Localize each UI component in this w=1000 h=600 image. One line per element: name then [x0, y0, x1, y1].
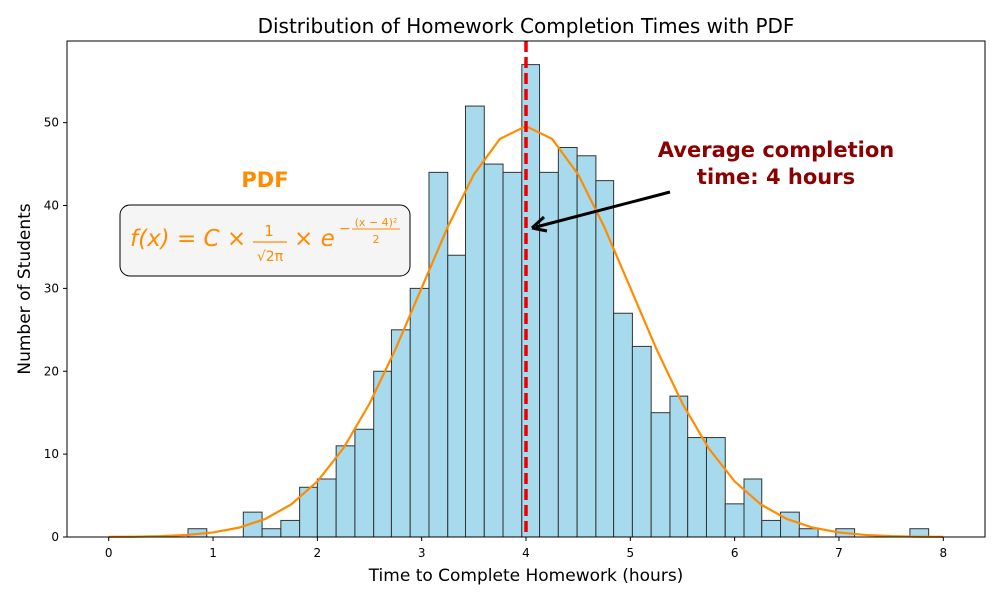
x-tick-label: 4	[522, 546, 530, 560]
formula-lhs: f(x) = C ×	[130, 226, 246, 252]
formula: f(x) = C × 1 √2π × e − (x − 4)² 2	[130, 216, 400, 265]
histogram-bar	[354, 428, 375, 538]
formula-exp-den: 2	[373, 233, 380, 246]
histogram-bar	[631, 345, 652, 538]
histogram-bar	[613, 312, 633, 538]
x-tick-label: 2	[314, 546, 322, 560]
y-axis-label: Number of Students	[15, 203, 35, 374]
histogram-bar	[798, 528, 819, 538]
plot-area: 0 1 2 3 4 5 6 7 8 0 10 20 30 40 50	[44, 40, 986, 560]
histogram-bar	[705, 437, 726, 538]
x-tick-label: 6	[731, 546, 739, 560]
formula-mid: × e	[294, 226, 335, 252]
formula-box	[119, 204, 411, 277]
histogram-bar	[483, 163, 504, 538]
histogram-bar	[761, 519, 782, 538]
histogram-bar	[428, 171, 449, 538]
x-tick-label: 3	[418, 546, 426, 560]
y-tick-label: 30	[44, 281, 59, 295]
histogram-bar	[447, 254, 466, 538]
histogram-bar	[557, 146, 578, 538]
histogram-bar	[539, 171, 559, 538]
histogram-bar	[464, 105, 485, 538]
pdf-label: PDF	[241, 168, 288, 192]
chart-title: Distribution of Homework Completion Time…	[258, 14, 795, 38]
histogram-bar	[502, 171, 523, 538]
histogram-bar	[650, 412, 671, 538]
annotation-text: time: 4 hours	[697, 165, 855, 189]
annotation-text: Average completion	[658, 138, 894, 162]
y-tick-label: 0	[51, 530, 59, 544]
x-axis-label: Time to Complete Homework (hours)	[368, 566, 684, 586]
y-tick-label: 50	[44, 116, 59, 130]
formula-num: 1	[264, 222, 274, 240]
histogram-bar	[390, 329, 411, 538]
histogram-bar	[724, 503, 745, 538]
histogram-bar	[687, 437, 707, 538]
histogram-bar	[669, 395, 689, 538]
histogram-bar	[595, 180, 615, 538]
x-tick-label: 0	[105, 546, 113, 560]
histogram-bar	[335, 445, 356, 538]
formula-exp-num: (x − 4)²	[355, 216, 398, 229]
histogram-bar	[280, 519, 301, 538]
annotation-arrowhead	[530, 215, 548, 233]
y-tick-label: 20	[44, 364, 59, 378]
annotation-arrow	[535, 190, 671, 229]
formula-den: √2π	[257, 249, 284, 265]
x-tick-label: 5	[626, 546, 634, 560]
y-tick-label: 10	[44, 447, 59, 461]
x-tick-label: 7	[835, 546, 843, 560]
y-tick-label: 40	[44, 199, 59, 213]
histogram-bar	[261, 528, 282, 538]
formula-sign: −	[339, 221, 351, 237]
histogram-bar	[316, 478, 337, 538]
x-tick-label: 1	[209, 546, 217, 560]
histogram-bar	[743, 478, 763, 538]
histogram-bar	[409, 287, 430, 538]
histogram-bar	[373, 370, 392, 538]
x-tick-label: 8	[939, 546, 947, 560]
